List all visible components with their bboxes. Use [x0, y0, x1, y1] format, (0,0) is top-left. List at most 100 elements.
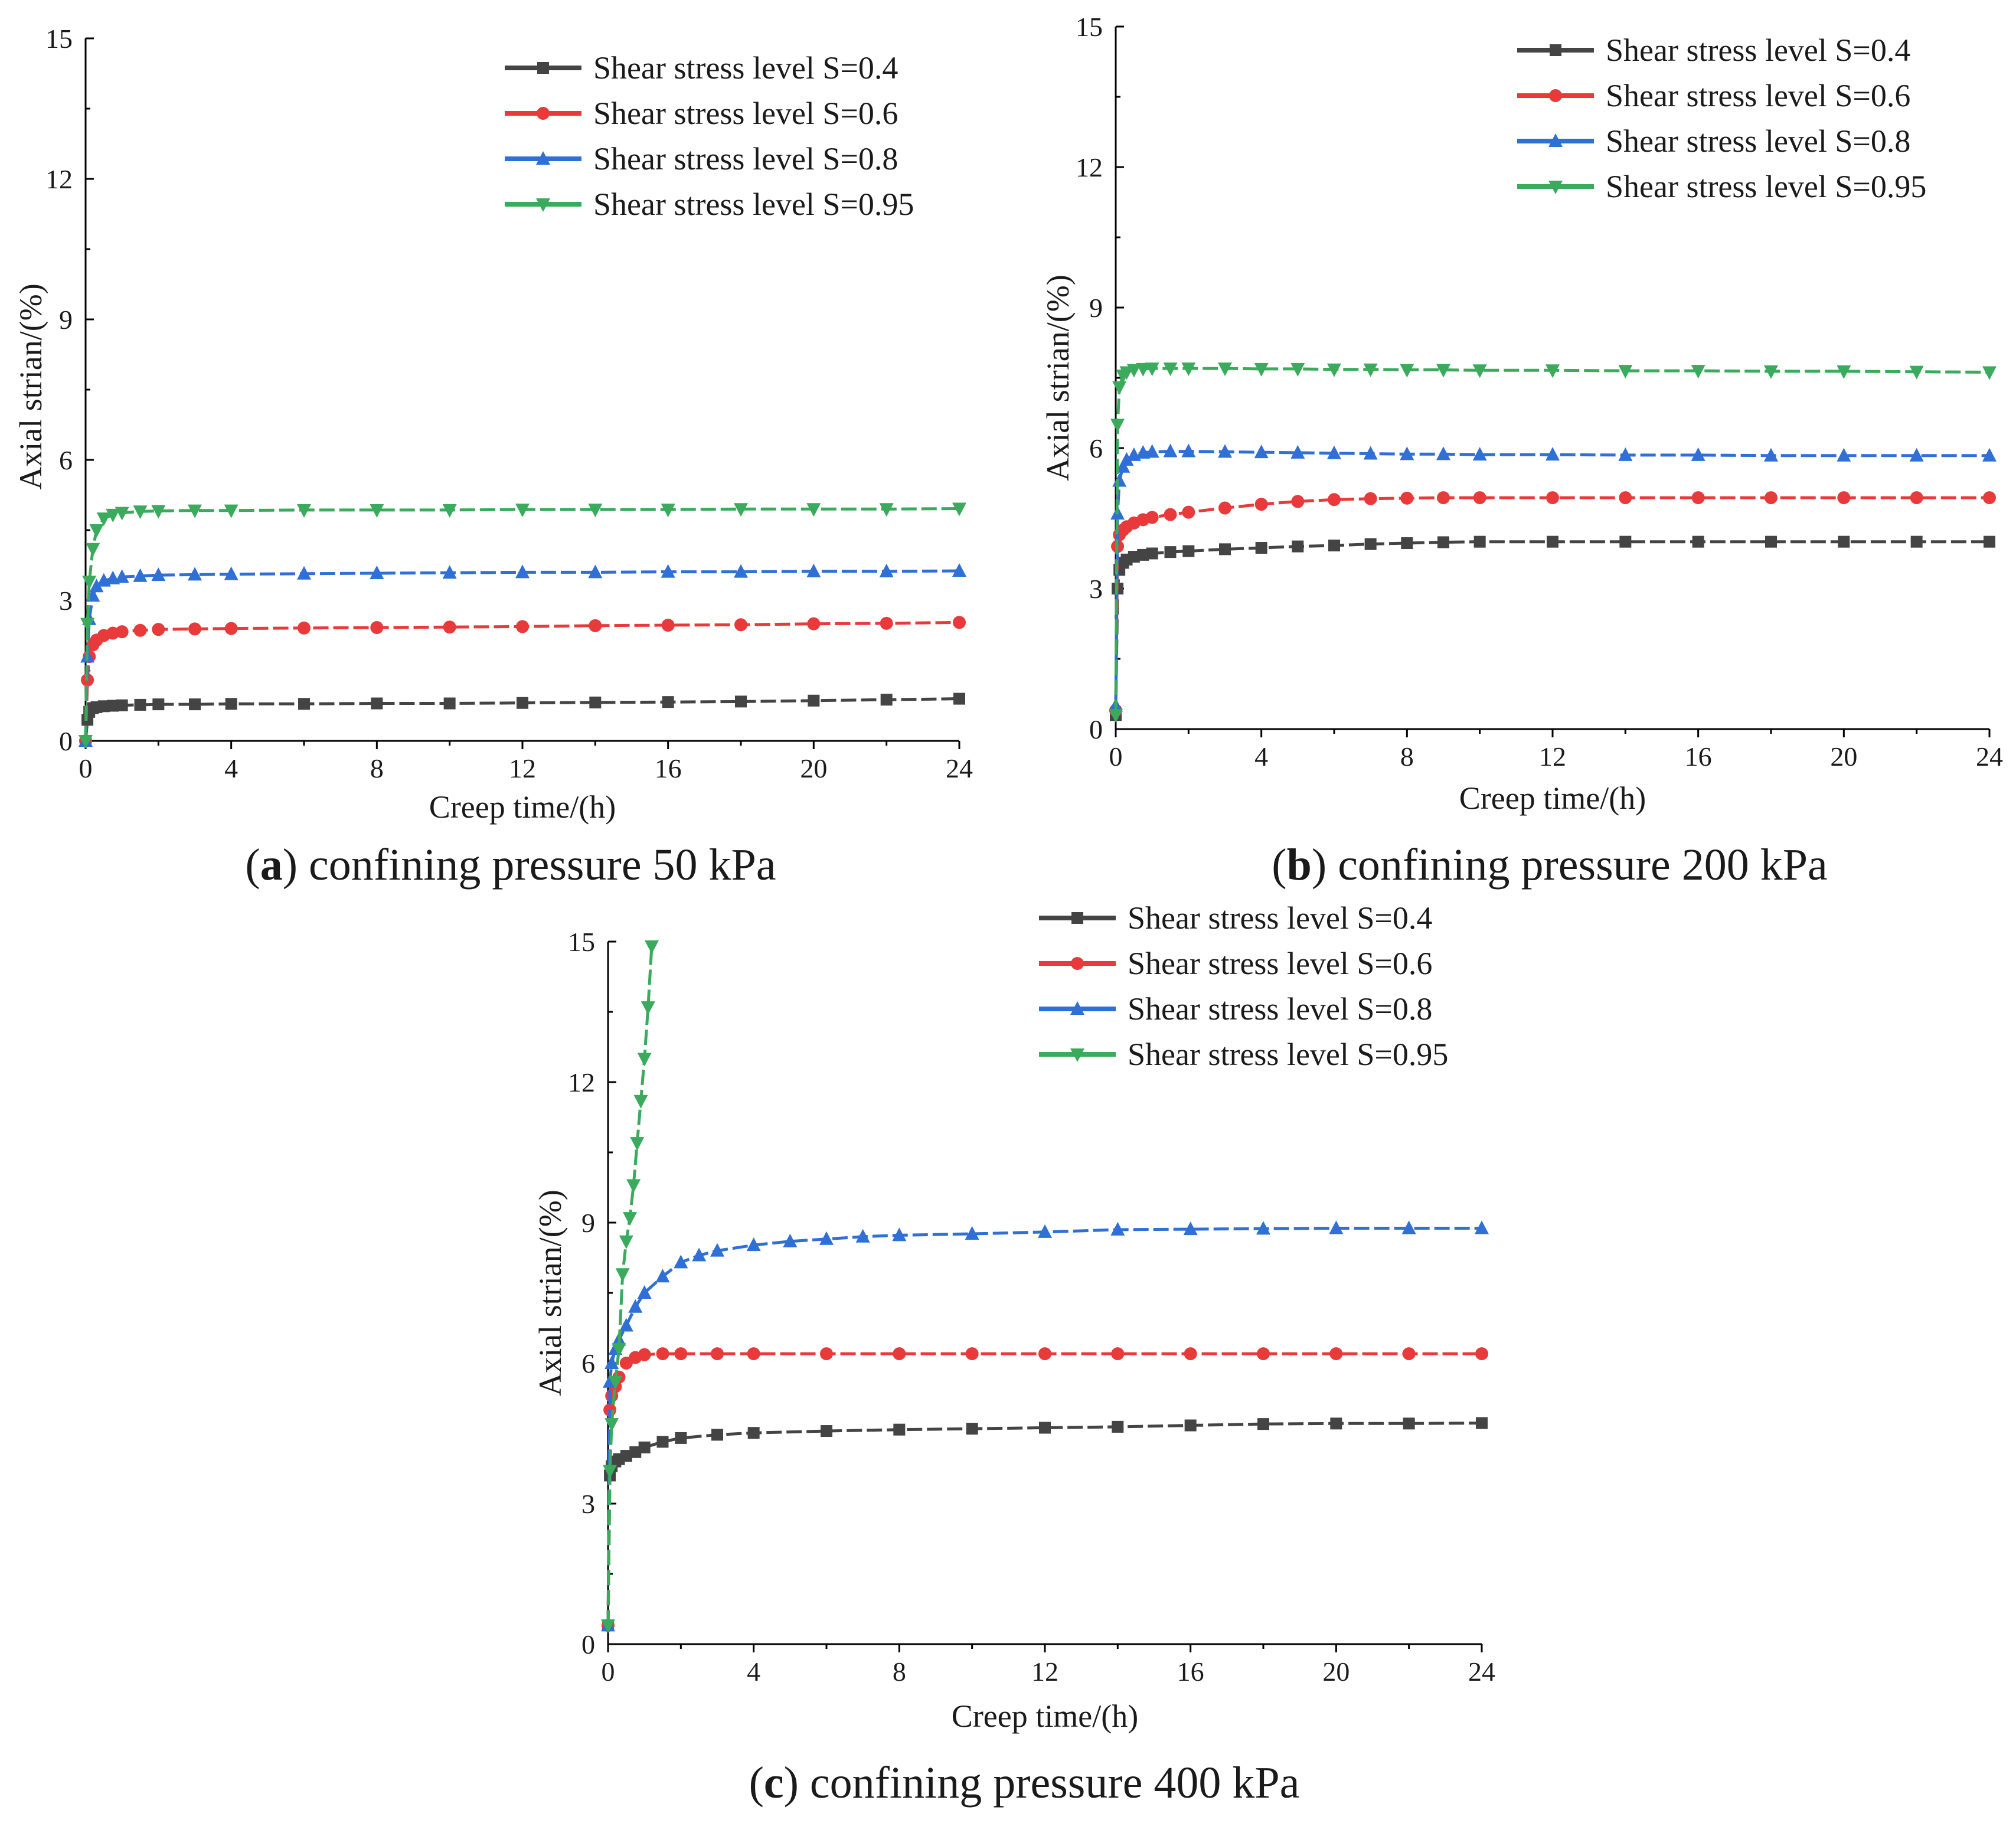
data-point-b-0 [1910, 535, 1923, 548]
x-tick-label-b: 16 [1685, 741, 1712, 772]
data-point-a-0 [189, 698, 201, 711]
series-line-a-2 [84, 569, 960, 741]
x-tick-label-b: 24 [1976, 741, 2003, 772]
data-point-c-1 [1257, 1347, 1270, 1361]
data-point-c-2 [855, 1229, 870, 1243]
x-tick-label-c: 20 [1322, 1657, 1350, 1687]
data-point-b-3 [1400, 364, 1414, 378]
data-point-a-2 [133, 568, 148, 582]
data-point-c-0 [893, 1423, 906, 1436]
panel-letter-b: b [1287, 840, 1312, 890]
data-point-b-2 [1691, 447, 1705, 461]
legend-swatch-marker-b-0 [1550, 44, 1561, 56]
y-tick-label-a: 3 [59, 586, 73, 616]
data-point-b-0 [1328, 540, 1340, 552]
data-point-c-2 [965, 1226, 979, 1240]
data-point-a-0 [97, 700, 110, 713]
data-point-b-2 [1764, 447, 1778, 462]
data-point-a-2 [879, 563, 894, 577]
data-point-c-0 [1112, 1420, 1124, 1433]
data-point-c-0 [747, 1427, 760, 1439]
data-point-b-2 [1145, 444, 1159, 458]
data-point-b-3 [1764, 365, 1778, 379]
legend-swatch-marker-b-2 [1548, 133, 1563, 147]
data-point-a-3 [515, 504, 530, 518]
panel-caption-text-c: confining pressure 400 kPa [799, 1758, 1300, 1808]
chart-panel-a: 0 3 6 9 12 15 0 4 8 12 16 20 24 Axial strian/(%) Cre… [13, 24, 973, 825]
data-point-b-2 [1436, 446, 1450, 460]
data-point-a-3 [96, 512, 111, 527]
data-point-c-1 [893, 1347, 906, 1361]
data-point-a-3 [188, 504, 202, 518]
data-point-b-1 [1473, 491, 1486, 505]
data-point-c-2 [1256, 1221, 1270, 1235]
data-point-a-1 [953, 616, 966, 629]
data-point-b-1 [1364, 492, 1377, 505]
series-line-a-0 [84, 697, 960, 741]
data-point-c-2 [692, 1247, 707, 1262]
panel-caption-b: (b) confining pressure 200 kPa [1272, 840, 1827, 890]
data-point-b-1 [1254, 498, 1268, 511]
data-point-c-2 [637, 1285, 652, 1299]
data-point-c-0 [1184, 1419, 1197, 1432]
panel-caption-a: (a) confining pressure 50 kPa [245, 840, 776, 890]
data-point-a-2 [734, 564, 748, 578]
legend-swatch-marker-a-1 [537, 107, 550, 120]
data-point-a-3 [82, 576, 97, 590]
data-point-c-1 [1402, 1347, 1416, 1361]
x-tick-label-a: 4 [224, 753, 238, 783]
x-tick-label-c: 24 [1468, 1657, 1495, 1687]
data-point-a-1 [880, 616, 893, 630]
data-point-a-3 [806, 503, 821, 517]
legend-label-c-1: Shear stress level S=0.6 [1128, 946, 1432, 981]
data-point-b-3 [1254, 362, 1269, 377]
data-point-b-2 [1218, 444, 1232, 458]
data-point-c-2 [1110, 1221, 1125, 1236]
legend-label-a-1: Shear stress level S=0.6 [593, 96, 898, 131]
x-tick-label-c: 12 [1031, 1657, 1058, 1687]
series-line-b-1 [1114, 496, 1989, 711]
legend-label-c-2: Shear stress level S=0.8 [1128, 991, 1432, 1027]
data-point-c-3 [623, 1212, 637, 1226]
data-point-a-2 [588, 564, 603, 579]
data-point-b-0 [1547, 535, 1558, 548]
data-point-b-2 [1116, 459, 1130, 473]
data-point-c-0 [1039, 1422, 1051, 1434]
data-point-c-1 [1111, 1347, 1125, 1361]
data-point-b-0 [1128, 551, 1140, 563]
data-point-b-2 [1327, 445, 1341, 459]
data-point-c-1 [1475, 1347, 1488, 1361]
data-point-a-3 [79, 735, 93, 749]
data-point-b-1 [1400, 491, 1414, 505]
data-point-b-2 [1163, 443, 1178, 458]
data-point-b-0 [1437, 536, 1449, 548]
data-point-c-3 [633, 1095, 648, 1109]
data-point-b-0 [1137, 548, 1149, 561]
legend-swatch-marker-a-2 [536, 151, 550, 165]
data-point-b-0 [1182, 545, 1195, 557]
legend-a: Shear stress level S=0.4 Shear stress lev… [505, 50, 914, 222]
data-point-b-1 [1983, 491, 1996, 505]
y-tick-label-b: 3 [1089, 574, 1103, 604]
x-tick-label-a: 8 [370, 753, 384, 783]
data-point-c-0 [1257, 1418, 1269, 1430]
y-axis-title-a: Axial strian/(%) [13, 283, 48, 489]
data-point-a-1 [589, 619, 602, 632]
x-tick-label-a: 20 [800, 753, 827, 783]
y-tick-label-a: 0 [59, 726, 73, 756]
data-point-c-2 [619, 1318, 633, 1332]
legend-swatch-marker-c-2 [1070, 1001, 1084, 1015]
data-point-b-0 [1765, 535, 1777, 548]
y-tick-label-b: 12 [1076, 152, 1103, 182]
data-point-a-1 [188, 622, 201, 636]
data-point-b-3 [1218, 362, 1232, 377]
data-point-a-1 [370, 621, 384, 635]
panel-caption-text-a: confining pressure 50 kPa [298, 840, 776, 890]
data-point-b-0 [1984, 535, 1995, 548]
data-point-b-1 [1437, 491, 1450, 505]
data-point-c-0 [711, 1429, 723, 1441]
data-point-c-0 [620, 1450, 632, 1462]
chart-panel-b: 0 3 6 9 12 15 0 4 8 12 16 20 24 Axial strian/(%) Cre… [1040, 12, 2003, 816]
data-point-b-2 [1400, 446, 1414, 460]
